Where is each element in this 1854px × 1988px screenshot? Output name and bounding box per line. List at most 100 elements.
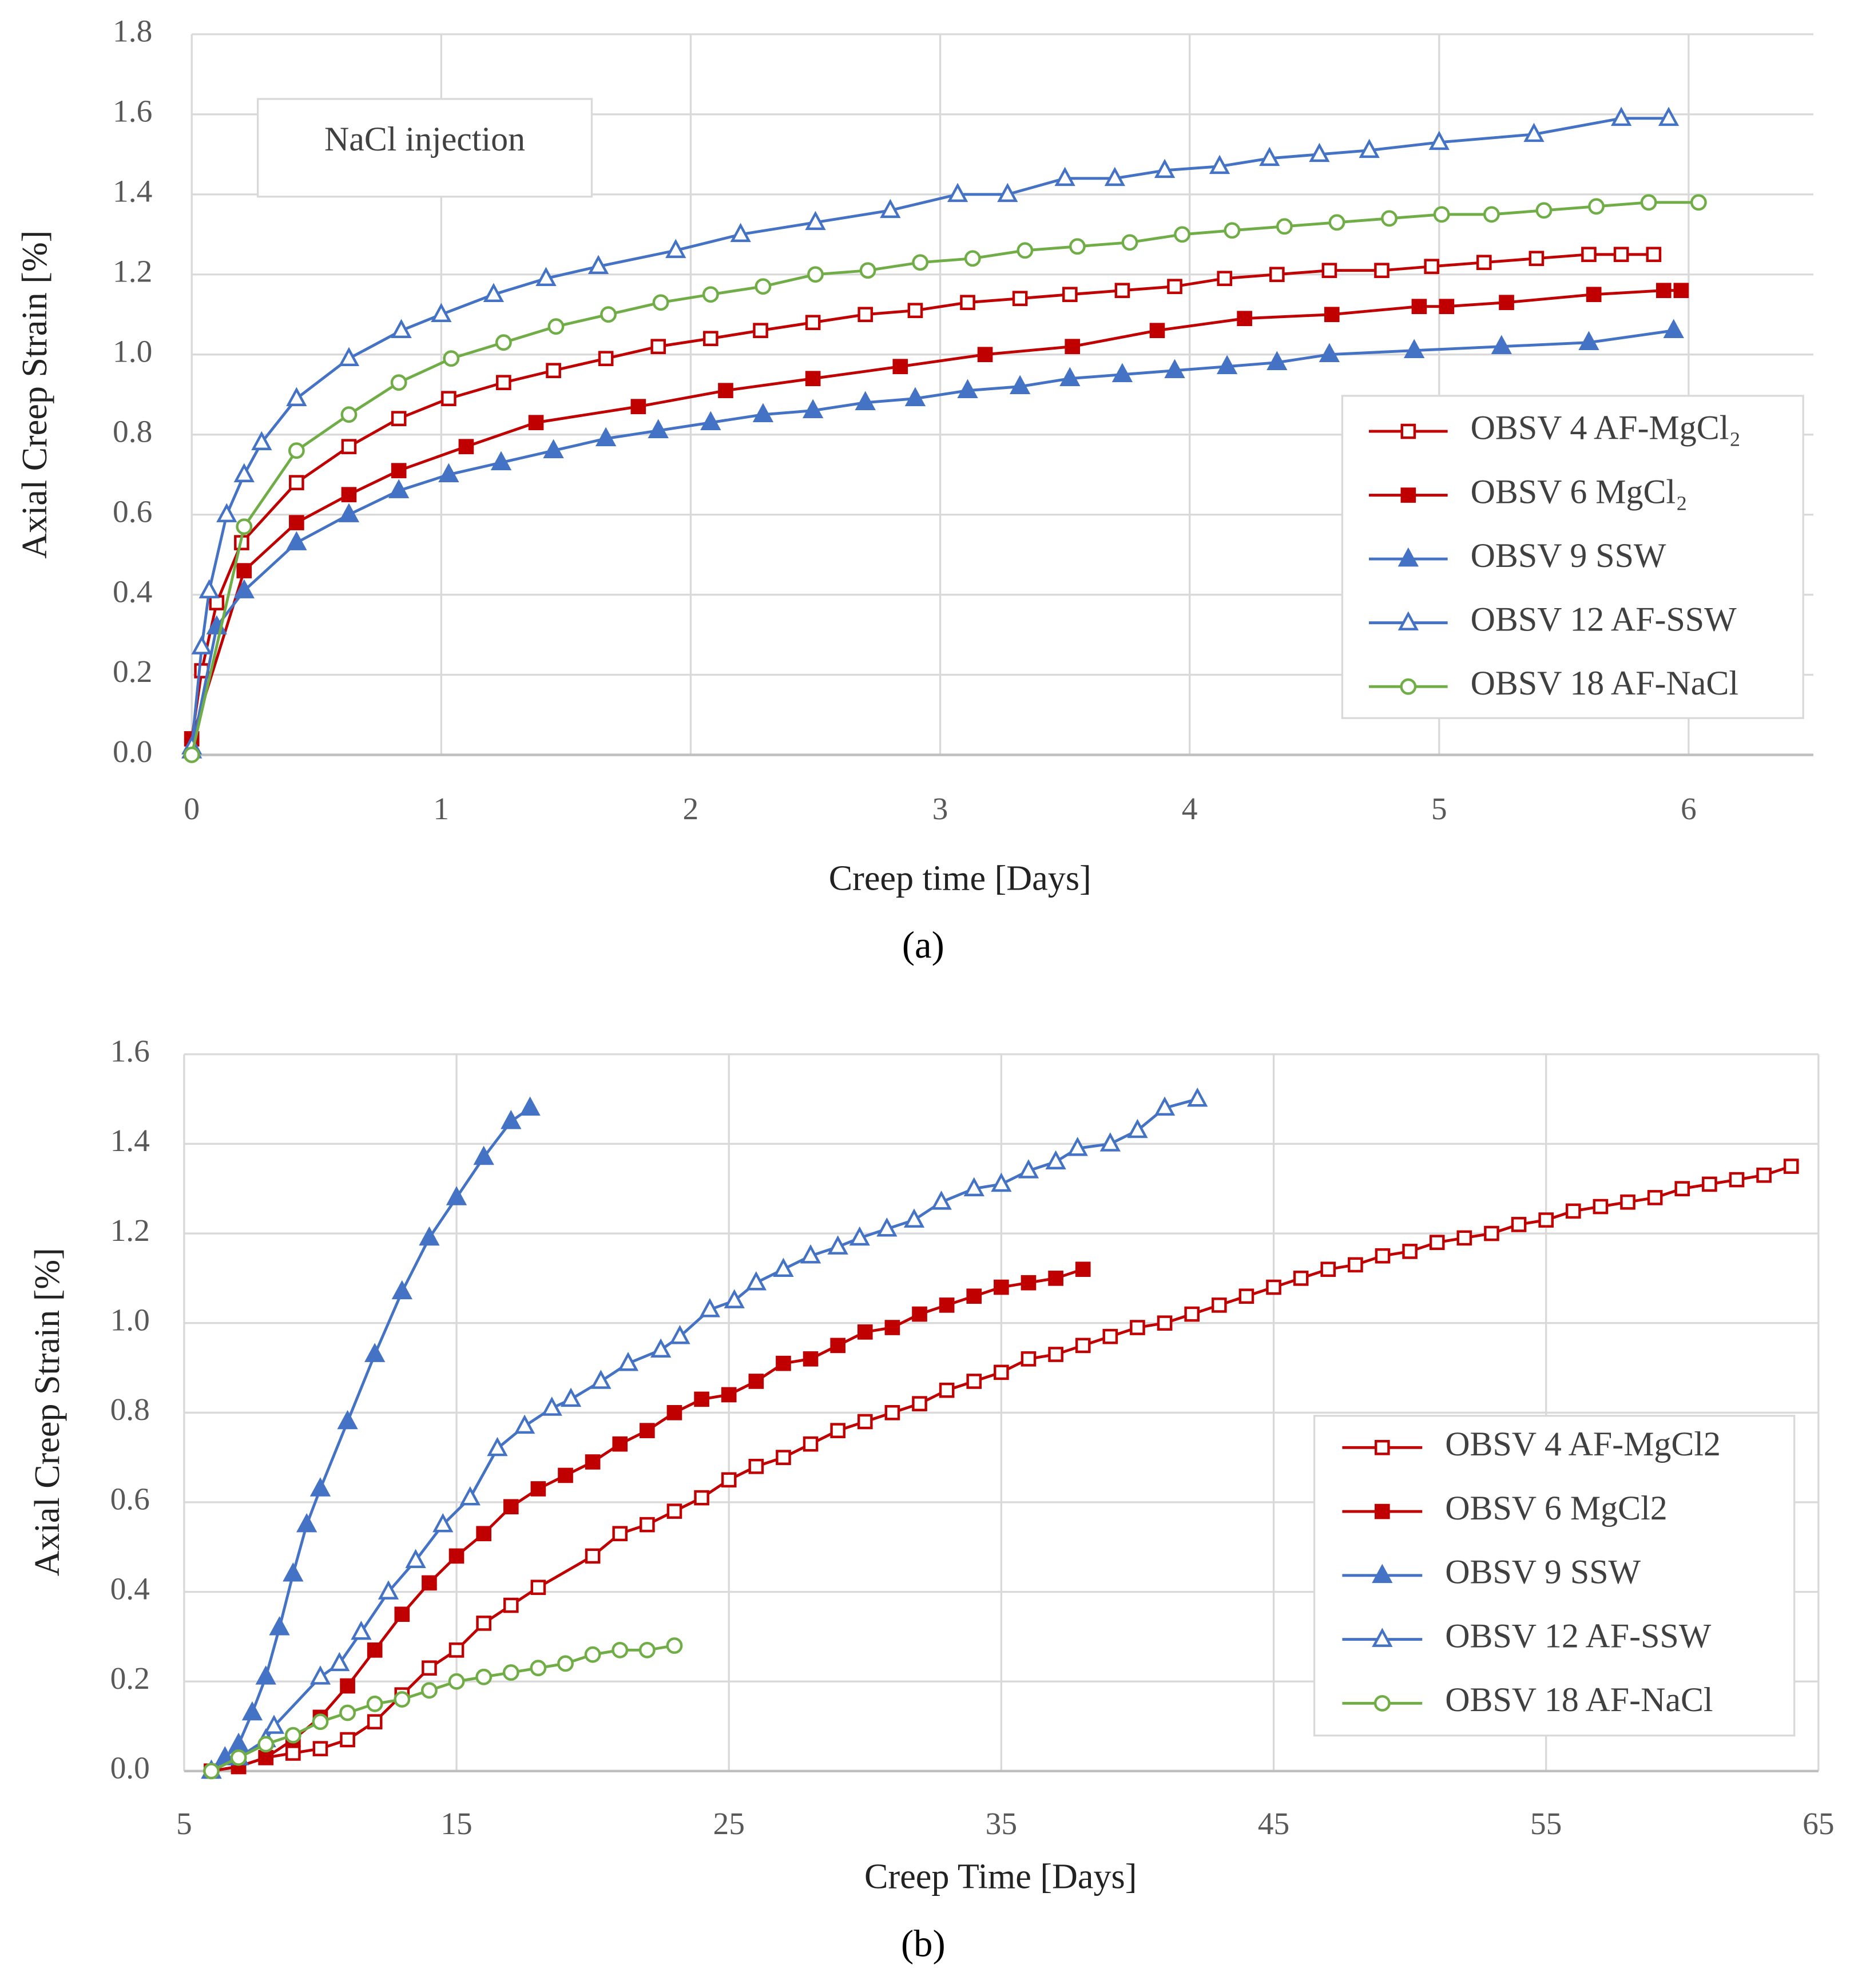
y-tick-label: 0.6	[110, 1482, 150, 1517]
marker	[595, 427, 617, 446]
marker	[912, 1306, 927, 1322]
marker	[1018, 1159, 1039, 1178]
x-tick-label: 2	[683, 791, 699, 826]
marker	[694, 1391, 709, 1407]
marker	[857, 1414, 873, 1430]
marker	[198, 579, 220, 598]
marker	[1756, 1167, 1772, 1183]
marker	[1674, 1181, 1690, 1197]
marker	[1783, 1158, 1799, 1174]
series-line	[190, 201, 1699, 756]
marker	[496, 375, 511, 390]
marker	[1114, 283, 1130, 299]
y-tick-label: 1.4	[110, 1123, 150, 1158]
x-tick-label: 45	[1258, 1806, 1289, 1841]
marker	[419, 1226, 440, 1246]
y-tick-label: 1.8	[113, 14, 152, 49]
marker	[1428, 130, 1450, 150]
marker	[1054, 166, 1075, 187]
marker	[340, 406, 358, 423]
marker	[1381, 210, 1398, 227]
marker	[1065, 339, 1081, 355]
marker	[535, 267, 557, 287]
marker	[1400, 423, 1416, 439]
marker	[519, 1096, 541, 1116]
marker	[1565, 1203, 1581, 1219]
marker	[1104, 166, 1125, 187]
marker	[560, 1387, 582, 1407]
marker	[1511, 1217, 1527, 1232]
y-tick-label: 1.2	[113, 253, 152, 288]
marker	[827, 1235, 848, 1255]
marker	[884, 1405, 900, 1420]
marker	[530, 1481, 546, 1497]
marker	[394, 1606, 410, 1622]
marker	[939, 1297, 955, 1313]
marker	[1269, 267, 1285, 283]
marker	[966, 1288, 982, 1304]
marker	[309, 1665, 331, 1685]
marker	[724, 1289, 745, 1308]
x-axis-title: Creep Time [Days]	[864, 1858, 1137, 1896]
marker	[1484, 1225, 1499, 1241]
x-tick-label: 6	[1681, 791, 1697, 826]
marker	[458, 439, 474, 454]
x-tick-label: 0	[184, 791, 200, 826]
marker	[405, 1549, 426, 1569]
marker	[957, 379, 978, 398]
marker	[286, 531, 307, 550]
marker	[1398, 611, 1419, 630]
annotation: NaCl injection	[324, 120, 525, 158]
y-tick-label: 0.8	[113, 414, 152, 449]
marker	[289, 475, 304, 490]
marker	[585, 1548, 601, 1564]
marker	[255, 1665, 276, 1685]
marker	[1067, 1137, 1088, 1156]
marker	[1588, 198, 1605, 215]
marker	[800, 1244, 821, 1264]
marker	[1130, 1320, 1145, 1335]
marker	[876, 1217, 898, 1237]
series-line	[190, 253, 1654, 739]
x-tick-label: 15	[440, 1806, 472, 1841]
marker	[638, 1641, 656, 1658]
legend-label: OBSV 18 AF-NaCl	[1471, 664, 1738, 702]
marker	[1673, 283, 1689, 299]
marker	[1154, 158, 1176, 178]
legend-label: OBSV 12 AF-SSW	[1445, 1617, 1712, 1654]
marker	[338, 503, 360, 522]
marker	[263, 1715, 285, 1734]
marker	[183, 747, 200, 763]
marker	[1593, 1199, 1609, 1215]
marker	[1372, 1628, 1393, 1647]
marker	[339, 1704, 356, 1721]
marker	[1187, 1087, 1208, 1107]
marker	[340, 1678, 355, 1694]
marker	[216, 503, 237, 522]
marker	[666, 1405, 682, 1420]
marker	[388, 479, 410, 498]
marker	[514, 1414, 535, 1434]
marker	[1578, 331, 1599, 351]
marker	[503, 1597, 519, 1613]
marker	[530, 1660, 547, 1677]
marker	[650, 339, 666, 355]
legend-label: OBSV 4 AF-MgCl2	[1445, 1425, 1721, 1463]
marker	[390, 374, 407, 391]
marker	[1348, 1257, 1363, 1273]
caption: (b)	[901, 1923, 946, 1965]
marker	[1127, 1118, 1148, 1138]
marker	[830, 1338, 845, 1354]
marker	[947, 182, 968, 203]
marker	[991, 1172, 1012, 1192]
marker	[1167, 279, 1182, 295]
series-line	[190, 289, 1681, 740]
marker	[1266, 1279, 1281, 1295]
marker	[286, 387, 307, 406]
marker	[1404, 339, 1425, 359]
y-tick-label: 1.0	[110, 1302, 150, 1337]
marker	[289, 515, 304, 530]
marker	[855, 391, 876, 410]
marker	[665, 239, 686, 259]
marker	[849, 1226, 870, 1246]
